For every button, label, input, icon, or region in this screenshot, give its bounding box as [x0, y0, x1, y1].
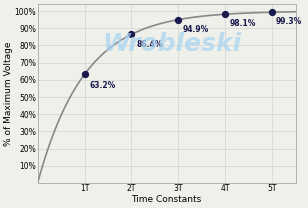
- Text: 98.1%: 98.1%: [229, 20, 256, 28]
- Point: [176, 18, 181, 21]
- Point: [129, 33, 134, 36]
- Point: [82, 73, 87, 76]
- Point: [223, 13, 228, 16]
- Text: 63.2%: 63.2%: [89, 81, 116, 90]
- X-axis label: Time Constants: Time Constants: [132, 195, 202, 204]
- Point: [270, 11, 275, 14]
- Text: 99.3%: 99.3%: [276, 17, 302, 26]
- Y-axis label: % of Maximum Voltage: % of Maximum Voltage: [4, 41, 13, 146]
- Text: 94.9%: 94.9%: [182, 25, 209, 34]
- Text: 86.4%: 86.4%: [136, 40, 163, 49]
- Text: Wrobleski: Wrobleski: [102, 32, 241, 56]
